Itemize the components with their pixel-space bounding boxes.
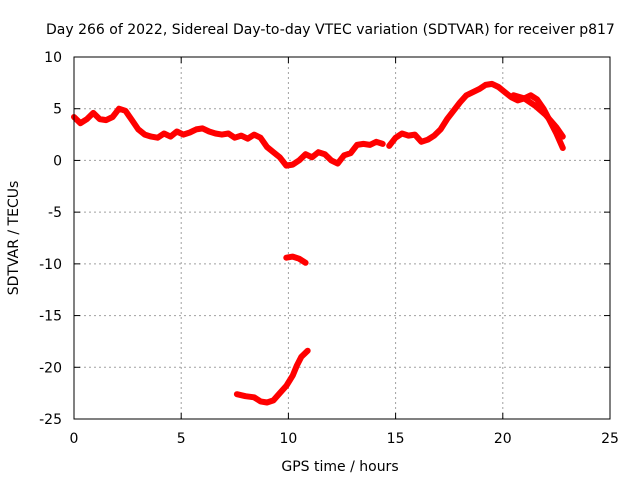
x-tick-label: 20 — [494, 431, 512, 447]
y-tick-label: 5 — [53, 102, 62, 118]
series-layer — [71, 80, 566, 406]
x-tick-label: 15 — [387, 431, 405, 447]
y-tick-label: -25 — [39, 412, 62, 428]
x-axis-label: GPS time / hours — [281, 459, 398, 475]
y-tick-label: -10 — [39, 257, 62, 273]
x-tick-label: 5 — [177, 431, 186, 447]
x-tick-label: 25 — [601, 431, 619, 447]
axis-ticks — [73, 56, 611, 420]
series-line-main-3 — [510, 92, 566, 140]
y-axis-label: SDTVAR / TECUs — [6, 181, 22, 296]
chart-title: Day 266 of 2022, Sidereal Day-to-day VTE… — [46, 22, 615, 38]
plot-frame — [73, 56, 611, 420]
series-line-main — [71, 105, 386, 169]
y-tick-label: 0 — [53, 153, 62, 169]
series-line-mid-segment — [283, 253, 309, 266]
y-tick-label: 10 — [44, 50, 62, 66]
x-tick-label: 10 — [279, 431, 297, 447]
tick-labels: 0 5 10 15 20 25 -25 -20 -15 -10 -5 0 5 10 — [39, 50, 619, 447]
y-tick-label: -20 — [39, 360, 62, 376]
grid — [74, 57, 610, 419]
y-tick-label: -15 — [39, 309, 62, 325]
y-tick-label: -5 — [48, 205, 62, 221]
x-tick-label: 0 — [70, 431, 79, 447]
series-line-low-segment — [233, 347, 311, 406]
series-line-main-2 — [386, 80, 566, 151]
